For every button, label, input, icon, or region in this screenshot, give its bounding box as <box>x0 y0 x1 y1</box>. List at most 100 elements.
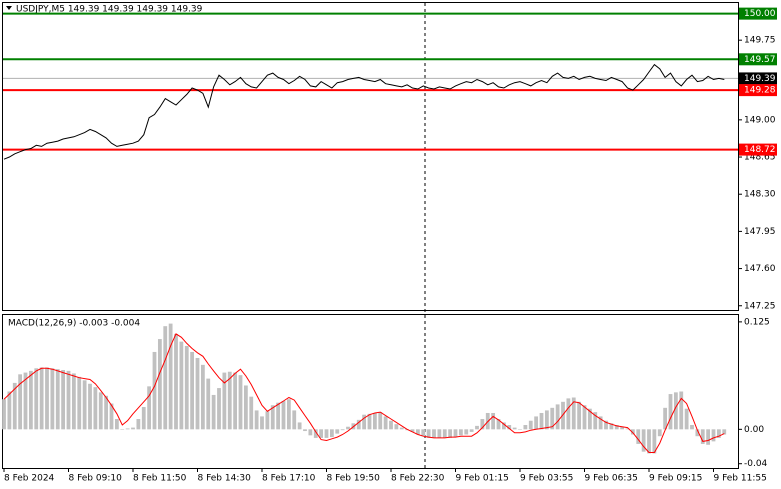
histogram-bar <box>469 429 474 432</box>
histogram-bar <box>238 375 243 430</box>
histogram-bar <box>319 429 324 438</box>
macd-title: MACD(12,26,9) -0.003 -0.004 <box>8 319 140 329</box>
x-tick-label: 8 Feb 17:10 <box>262 474 316 484</box>
histogram-bar <box>28 370 33 430</box>
x-tick-label: 9 Feb 03:55 <box>520 474 573 484</box>
histogram-bar <box>480 419 485 430</box>
histogram-bar <box>362 414 367 430</box>
x-tick-label: 9 Feb 11:55 <box>714 474 767 484</box>
level-label: 150.00 <box>744 9 776 19</box>
histogram-bar <box>82 380 87 430</box>
histogram-bar <box>668 394 673 430</box>
histogram-bar <box>55 369 60 430</box>
y-tick-label: 147.95 <box>744 227 776 237</box>
histogram-bar <box>711 429 716 442</box>
menu-icon <box>6 6 12 10</box>
histogram-bar <box>292 410 297 430</box>
histogram-bar <box>340 429 345 431</box>
histogram-bar <box>512 427 517 430</box>
histogram-bar <box>329 429 334 438</box>
level-box <box>739 7 777 20</box>
histogram-bar <box>496 419 501 430</box>
histogram-bar <box>243 385 248 430</box>
histogram-bar <box>464 429 469 435</box>
histogram-bar <box>297 422 302 430</box>
histogram-bar <box>663 407 668 430</box>
histogram-bar <box>550 407 555 430</box>
histogram-bar <box>571 397 576 430</box>
histogram-bar <box>437 429 442 438</box>
histogram-bar <box>265 411 270 430</box>
y-tick-label: 148.30 <box>744 190 776 200</box>
histogram-bar <box>453 429 458 438</box>
y-tick-label: 0.00 <box>744 425 764 435</box>
histogram-bar <box>18 374 23 430</box>
histogram-bar <box>410 429 415 432</box>
histogram-bar <box>620 426 625 430</box>
histogram-bar <box>157 339 162 430</box>
histogram-bar <box>109 403 114 430</box>
histogram-bar <box>190 351 195 430</box>
x-tick-label: 8 Feb 11:50 <box>133 474 187 484</box>
histogram-bar <box>372 412 377 430</box>
histogram-bar <box>206 378 211 430</box>
histogram-bar <box>458 429 463 436</box>
histogram-bar <box>706 429 711 445</box>
histogram-bar <box>131 427 135 430</box>
histogram-bar <box>367 413 372 430</box>
y-tick-label: 147.25 <box>744 301 776 311</box>
x-tick-label: 8 Feb 14:30 <box>198 474 252 484</box>
histogram-bar <box>152 351 157 430</box>
level-label: 148.72 <box>744 145 776 155</box>
histogram-bar <box>200 364 205 430</box>
histogram-bar <box>303 429 307 432</box>
histogram-bar <box>534 416 539 430</box>
histogram-bar <box>507 425 512 430</box>
histogram-bar <box>346 426 350 430</box>
x-tick-label: 8 Feb 09:10 <box>69 474 123 484</box>
histogram-bar <box>335 429 340 434</box>
level-box <box>739 143 777 156</box>
histogram-bar <box>383 416 388 430</box>
histogram-bar <box>120 429 125 430</box>
histogram-bar <box>136 419 141 430</box>
y-tick-label: 148.65 <box>744 153 776 163</box>
histogram-bar <box>141 406 146 430</box>
last-price-box <box>739 72 777 85</box>
histogram-bar <box>114 419 119 430</box>
level-box <box>739 53 777 66</box>
histogram-bar <box>324 429 329 438</box>
x-tick-label: 9 Feb 06:35 <box>585 474 638 484</box>
histogram-bar <box>647 429 651 454</box>
histogram-bar <box>722 429 727 435</box>
histogram-bar <box>61 370 66 430</box>
histogram-bar <box>211 394 216 430</box>
histogram-bar <box>88 383 92 430</box>
level-box <box>739 84 777 97</box>
histogram-bar <box>7 391 12 430</box>
histogram-bar <box>222 372 227 430</box>
histogram-bar <box>104 395 109 430</box>
x-tick-label: 9 Feb 09:15 <box>649 474 702 484</box>
histogram-bar <box>630 429 635 435</box>
histogram-bar <box>684 408 689 430</box>
y-tick-label: -0.04 <box>744 459 768 469</box>
histogram-bar <box>528 420 533 430</box>
chart-title: USDJPY,M5 149.39 149.39 149.39 149.39 <box>16 5 203 15</box>
histogram-bar <box>308 429 313 436</box>
histogram-bar <box>587 408 592 430</box>
histogram-bar <box>39 367 44 430</box>
histogram-bar <box>98 392 103 430</box>
histogram-bar <box>195 357 200 430</box>
histogram-bar <box>270 405 275 430</box>
histogram-bar <box>23 372 28 430</box>
histogram-bar <box>227 371 232 430</box>
histogram-bar <box>356 419 361 430</box>
histogram-bar <box>125 428 130 430</box>
histogram-bar <box>179 341 184 430</box>
histogram-bar <box>233 372 238 430</box>
histogram-bar <box>313 429 318 438</box>
histogram-bar <box>523 425 528 430</box>
